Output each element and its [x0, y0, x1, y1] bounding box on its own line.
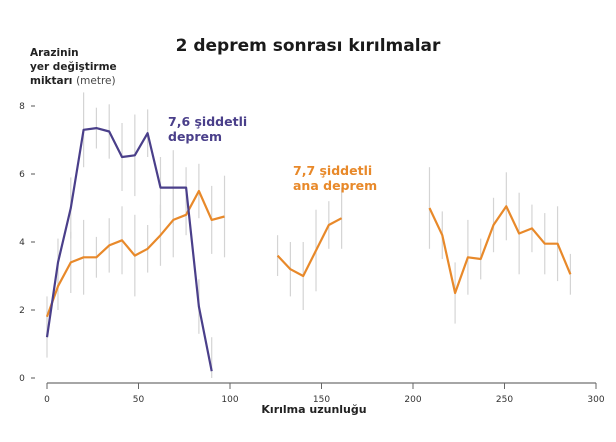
y-tick-label: 2: [19, 306, 25, 316]
y-axis: 0 2 4 6 8: [19, 102, 35, 384]
x-tick-label: 200: [404, 395, 421, 405]
x-tick-label: 150: [313, 395, 330, 405]
annotation-7-7-ana-deprem: 7,7 şiddetli ana deprem: [293, 163, 377, 193]
y-axis-label-line1: Arazinin: [30, 47, 79, 59]
annotation-line: 7,6 şiddetli: [168, 114, 248, 129]
x-axis: 0 50 100 150 200 250 300: [44, 382, 605, 405]
annotation-line: ana deprem: [293, 178, 378, 193]
chart-title: 2 deprem sonrası kırılmalar: [175, 36, 441, 56]
x-tick-label: 300: [587, 395, 604, 405]
x-tick-label: 0: [44, 395, 50, 405]
annotation-line: deprem: [168, 129, 223, 144]
series-line: [45, 189, 225, 318]
series-7-6-deprem: [45, 127, 213, 372]
y-axis-label: Arazinin yer değiştirme miktarı (metre): [30, 46, 117, 88]
y-tick-label: 8: [19, 102, 25, 112]
y-tick-label: 4: [19, 238, 25, 248]
x-tick-label: 100: [221, 395, 238, 405]
series-line: [276, 217, 343, 278]
annotation-7-6-deprem: 7,6 şiddetli deprem: [168, 114, 247, 144]
x-tick-label: 250: [496, 395, 513, 405]
series-7-7-ana-deprem: [45, 189, 572, 318]
series-line: [428, 205, 572, 295]
x-tick-label: 50: [133, 395, 145, 405]
series-line: [45, 127, 213, 372]
y-tick-label: 0: [19, 374, 25, 384]
y-axis-label-line2: yer değiştirme: [30, 61, 117, 73]
error-bars: [46, 92, 571, 378]
annotation-line: 7,7 şiddetli: [293, 163, 373, 178]
y-axis-unit: (metre): [76, 75, 116, 87]
y-axis-label-line3: miktarı: [30, 75, 73, 87]
x-axis-label: Kırılma uzunluğu: [261, 403, 367, 416]
y-tick-label: 6: [19, 170, 25, 180]
